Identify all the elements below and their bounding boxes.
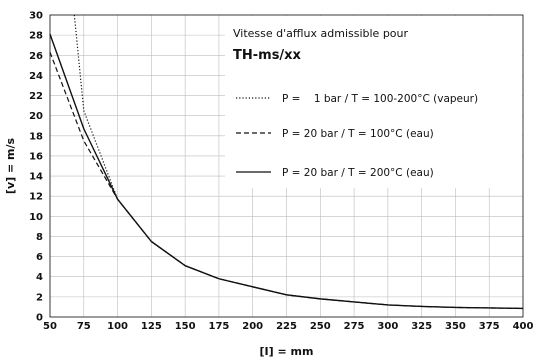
y-tick-label: 6 <box>36 252 43 263</box>
y-tick-label: 0 <box>36 313 43 324</box>
x-tick-label: 200 <box>242 321 263 332</box>
legend-label: P = 20 bar / T = 100°C (eau) <box>282 128 434 140</box>
y-tick-label: 30 <box>29 11 43 22</box>
x-tick-label: 275 <box>344 321 365 332</box>
y-tick-label: 26 <box>29 51 43 62</box>
x-tick-label: 100 <box>107 321 128 332</box>
y-tick-label: 4 <box>36 272 43 283</box>
series-line-solid <box>49 33 524 310</box>
y-tick-label: 16 <box>29 151 43 162</box>
y-tick-label: 18 <box>29 131 43 142</box>
y-tick-label: 8 <box>36 232 43 243</box>
x-tick-label: 75 <box>77 321 91 332</box>
x-axis-label: [I] = mm <box>260 345 314 358</box>
y-tick-label: 14 <box>29 172 43 183</box>
axis-ticks: 50 75 100 125 150 175 200 225 250 275 300 325 350 375… <box>29 11 533 333</box>
legend-label: P = 20 bar / T = 200°C (eau) <box>282 167 434 179</box>
y-tick-label: 24 <box>29 71 43 82</box>
series-lines <box>49 14 524 310</box>
y-tick-label: 28 <box>29 31 43 42</box>
x-tick-label: 375 <box>479 321 500 332</box>
x-tick-label: 250 <box>310 321 331 332</box>
legend-label: P = 1 bar / T = 100-200°C (vapeur) <box>282 93 478 105</box>
x-tick-label: 50 <box>43 321 57 332</box>
y-tick-label: 20 <box>29 111 43 122</box>
x-tick-label: 400 <box>513 321 534 332</box>
legend-box <box>225 16 522 188</box>
y-tick-label: 2 <box>36 292 43 303</box>
y-tick-label: 12 <box>29 192 43 203</box>
plot-frame <box>49 14 524 318</box>
x-tick-label: 325 <box>411 321 432 332</box>
y-tick-label: 22 <box>29 91 43 102</box>
chart-subtitle: TH-ms/xx <box>233 48 302 63</box>
x-tick-label: 125 <box>141 321 162 332</box>
y-tick-label: 10 <box>29 212 43 223</box>
x-tick-label: 225 <box>276 321 297 332</box>
x-tick-label: 175 <box>208 321 229 332</box>
x-tick-label: 150 <box>175 321 196 332</box>
legend: P = 1 bar / T = 100-200°C (vapeur) P = 20… <box>236 93 478 179</box>
chart-title: Vitesse d'afflux admissible pour <box>233 27 409 40</box>
x-tick-label: 350 <box>445 321 466 332</box>
y-axis-label: [v] = m/s <box>4 137 17 194</box>
x-tick-label: 300 <box>377 321 398 332</box>
